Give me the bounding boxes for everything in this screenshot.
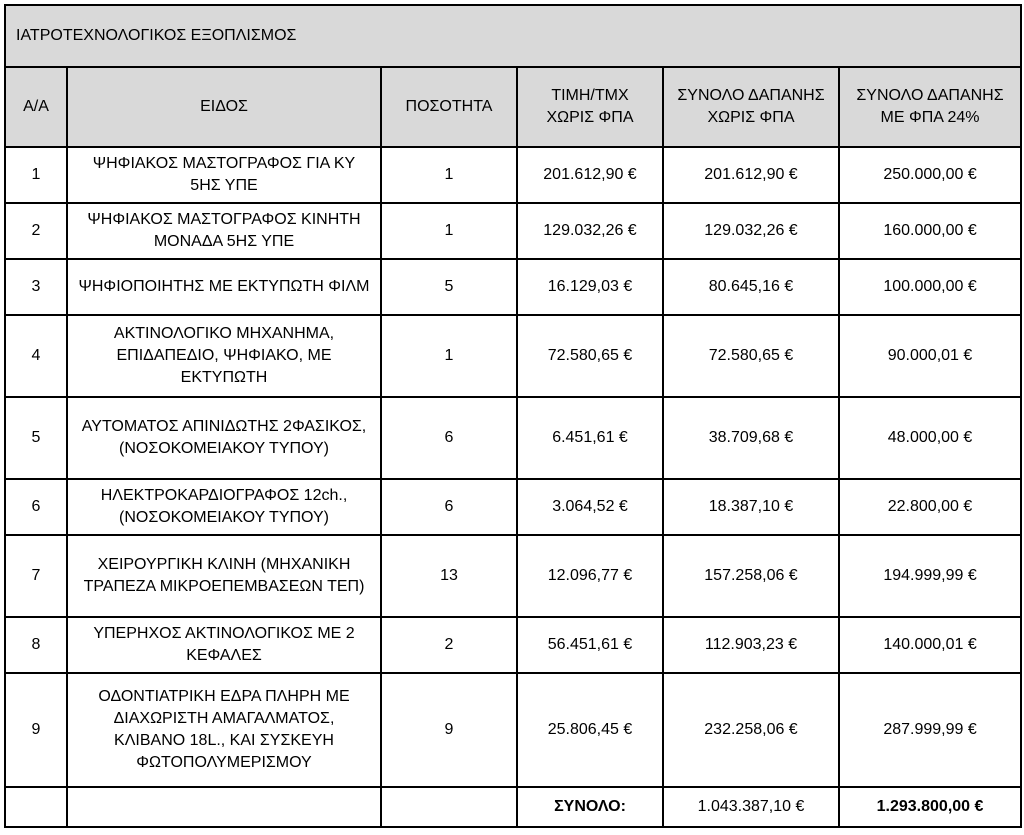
data-row: 4 ΑΚΤΙΝΟΛΟΓΙΚΟ ΜΗΧΑΝΗΜΑ, ΕΠΙΔΑΠΕΔΙΟ, ΨΗΦΙ… [4, 314, 1023, 398]
cell: 3.064,52 € [516, 478, 664, 536]
cell: 5 [380, 258, 518, 316]
cell: 56.451,61 € [516, 616, 664, 674]
cell: 13 [380, 534, 518, 618]
cell: 6 [4, 478, 68, 536]
cell: ΟΔΟΝΤΙΑΤΡΙΚΗ ΕΔΡΑ ΠΛΗΡΗ ΜΕ ΔΙΑΧΩΡΙΣΤΗ ΑΜ… [66, 672, 382, 788]
table-title: ΙΑΤΡΟΤΕΧΝΟΛΟΓΙΚΟΣ ΕΞΟΠΛΙΣΜΟΣ [3, 4, 1023, 68]
data-row: 5 ΑΥΤΟΜΑΤΟΣ ΑΠΙΝΙΔΩΤΗΣ 2ΦΑΣΙΚΟΣ, (ΝΟΣΟΚΟΜ… [4, 396, 1023, 480]
cell: ΧΕΙΡΟΥΡΓΙΚΗ ΚΛΙΝΗ (ΜΗΧΑΝΙΚΗ ΤΡΑΠΕΖΑ ΜΙΚΡ… [66, 534, 382, 618]
empty-cell [66, 786, 382, 828]
cell: 22.800,00 € [837, 478, 1023, 536]
cell: 38.709,68 € [662, 396, 840, 480]
cell: 2 [4, 202, 68, 260]
cell: 1 [4, 146, 68, 204]
total-without-vat: 1.043.387,10 € [662, 786, 840, 828]
cell: 3 [4, 258, 68, 316]
cell: ΑΚΤΙΝΟΛΟΓΙΚΟ ΜΗΧΑΝΗΜΑ, ΕΠΙΔΑΠΕΔΙΟ, ΨΗΦΙΑ… [66, 314, 382, 398]
header-row: Α/Α ΕΙΔΟΣ ΠΟΣΟΤΗΤΑ ΤΙΜΗ/ΤΜΧ ΧΩΡΙΣ ΦΠΑ ΣΥΝΟΛΟ… [4, 66, 1023, 148]
cell: 25.806,45 € [516, 672, 664, 788]
cell: 157.258,06 € [662, 534, 840, 618]
cell: 1 [380, 146, 518, 204]
cell: 80.645,16 € [662, 258, 840, 316]
cell: 112.903,23 € [662, 616, 840, 674]
total-label: ΣΥΝΟΛΟ: [516, 786, 664, 828]
cell: 100.000,00 € [837, 258, 1023, 316]
empty-cell [380, 786, 518, 828]
cell: 48.000,00 € [837, 396, 1023, 480]
cell: 1 [380, 202, 518, 260]
cell: 6 [380, 478, 518, 536]
cell: ΨΗΦΙΑΚΟΣ ΜΑΣΤΟΓΡΑΦΟΣ ΓΙΑ ΚΥ 5ΗΣ ΥΠΕ [66, 146, 382, 204]
cell: ΨΗΦΙΟΠΟΙΗΤΗΣ ΜΕ ΕΚΤΥΠΩΤΗ ΦΙΛΜ [66, 258, 382, 316]
column-header: ΠΟΣΟΤΗΤΑ [380, 66, 518, 148]
total-row: ΣΥΝΟΛΟ: 1.043.387,10 €1.293.800,00 € [4, 786, 1023, 828]
cell: 90.000,01 € [837, 314, 1023, 398]
cell: 129.032,26 € [662, 202, 840, 260]
cell: 6 [380, 396, 518, 480]
cell: ΨΗΦΙΑΚΟΣ ΜΑΣΤΟΓΡΑΦΟΣ ΚΙΝΗΤΗ ΜΟΝΑΔΑ 5ΗΣ Υ… [66, 202, 382, 260]
table-body: ΙΑΤΡΟΤΕΧΝΟΛΟΓΙΚΟΣ ΕΞΟΠΛΙΣΜΟΣ Α/Α ΕΙΔΟΣ ΠΟΣ… [3, 4, 1023, 828]
data-row: 7 ΧΕΙΡΟΥΡΓΙΚΗ ΚΛΙΝΗ (ΜΗΧΑΝΙΚΗ ΤΡΑΠΕΖΑ ΜΙΚ… [4, 534, 1023, 618]
cell: 6.451,61 € [516, 396, 664, 480]
cell: 201.612,90 € [516, 146, 664, 204]
cell: 5 [4, 396, 68, 480]
cell: 129.032,26 € [516, 202, 664, 260]
cell: 12.096,77 € [516, 534, 664, 618]
cell: ΗΛΕΚΤΡΟΚΑΡΔΙΟΓΡΑΦΟΣ 12ch., (ΝΟΣΟΚΟΜΕΙΑΚΟ… [66, 478, 382, 536]
cell: 232.258,06 € [662, 672, 840, 788]
column-header: ΕΙΔΟΣ [66, 66, 382, 148]
cell: ΥΠΕΡΗΧΟΣ ΑΚΤΙΝΟΛΟΓΙΚΟΣ ΜΕ 2 ΚΕΦΑΛΕΣ [66, 616, 382, 674]
cell: 250.000,00 € [837, 146, 1023, 204]
cell: ΑΥΤΟΜΑΤΟΣ ΑΠΙΝΙΔΩΤΗΣ 2ΦΑΣΙΚΟΣ, (ΝΟΣΟΚΟΜΕ… [66, 396, 382, 480]
column-header: Α/Α [4, 66, 68, 148]
total-with-vat: 1.293.800,00 € [837, 786, 1023, 828]
cell: 201.612,90 € [662, 146, 840, 204]
data-row: 8 ΥΠΕΡΗΧΟΣ ΑΚΤΙΝΟΛΟΓΙΚΟΣ ΜΕ 2 ΚΕΦΑΛΕΣ 2 56.… [4, 616, 1023, 674]
cell: 9 [380, 672, 518, 788]
data-row: 1 ΨΗΦΙΑΚΟΣ ΜΑΣΤΟΓΡΑΦΟΣ ΓΙΑ ΚΥ 5ΗΣ ΥΠΕ 1 201… [4, 146, 1023, 204]
cell: 287.999,99 € [837, 672, 1023, 788]
data-row: 2 ΨΗΦΙΑΚΟΣ ΜΑΣΤΟΓΡΑΦΟΣ ΚΙΝΗΤΗ ΜΟΝΑΔΑ 5ΗΣ … [4, 202, 1023, 260]
cell: 2 [380, 616, 518, 674]
cell: 1 [380, 314, 518, 398]
equipment-table: ΙΑΤΡΟΤΕΧΝΟΛΟΓΙΚΟΣ ΕΞΟΠΛΙΣΜΟΣ Α/Α ΕΙΔΟΣ ΠΟΣ… [3, 4, 1023, 828]
data-row: 3 ΨΗΦΙΟΠΟΙΗΤΗΣ ΜΕ ΕΚΤΥΠΩΤΗ ΦΙΛΜ 5 16.129,03… [4, 258, 1023, 316]
empty-cell [4, 786, 68, 828]
cell: 9 [4, 672, 68, 788]
cell: 16.129,03 € [516, 258, 664, 316]
data-row: 6 ΗΛΕΚΤΡΟΚΑΡΔΙΟΓΡΑΦΟΣ 12ch., (ΝΟΣΟΚΟΜΕΙΑΚ… [4, 478, 1023, 536]
data-row: 9 ΟΔΟΝΤΙΑΤΡΙΚΗ ΕΔΡΑ ΠΛΗΡΗ ΜΕ ΔΙΑΧΩΡΙΣΤΗ Α… [4, 672, 1023, 788]
column-header: ΣΥΝΟΛΟ ΔΑΠΑΝΗΣ ΜΕ ΦΠΑ 24% [837, 66, 1023, 148]
cell: 18.387,10 € [662, 478, 840, 536]
cell: 194.999,99 € [837, 534, 1023, 618]
cell: 7 [4, 534, 68, 618]
cell: 4 [4, 314, 68, 398]
cell: 8 [4, 616, 68, 674]
cell: 140.000,01 € [837, 616, 1023, 674]
cell: 72.580,65 € [662, 314, 840, 398]
cell: 72.580,65 € [516, 314, 664, 398]
title-row: ΙΑΤΡΟΤΕΧΝΟΛΟΓΙΚΟΣ ΕΞΟΠΛΙΣΜΟΣ [3, 4, 1023, 68]
column-header: ΤΙΜΗ/ΤΜΧ ΧΩΡΙΣ ΦΠΑ [516, 66, 664, 148]
cell: 160.000,00 € [837, 202, 1023, 260]
column-header: ΣΥΝΟΛΟ ΔΑΠΑΝΗΣ ΧΩΡΙΣ ΦΠΑ [662, 66, 840, 148]
